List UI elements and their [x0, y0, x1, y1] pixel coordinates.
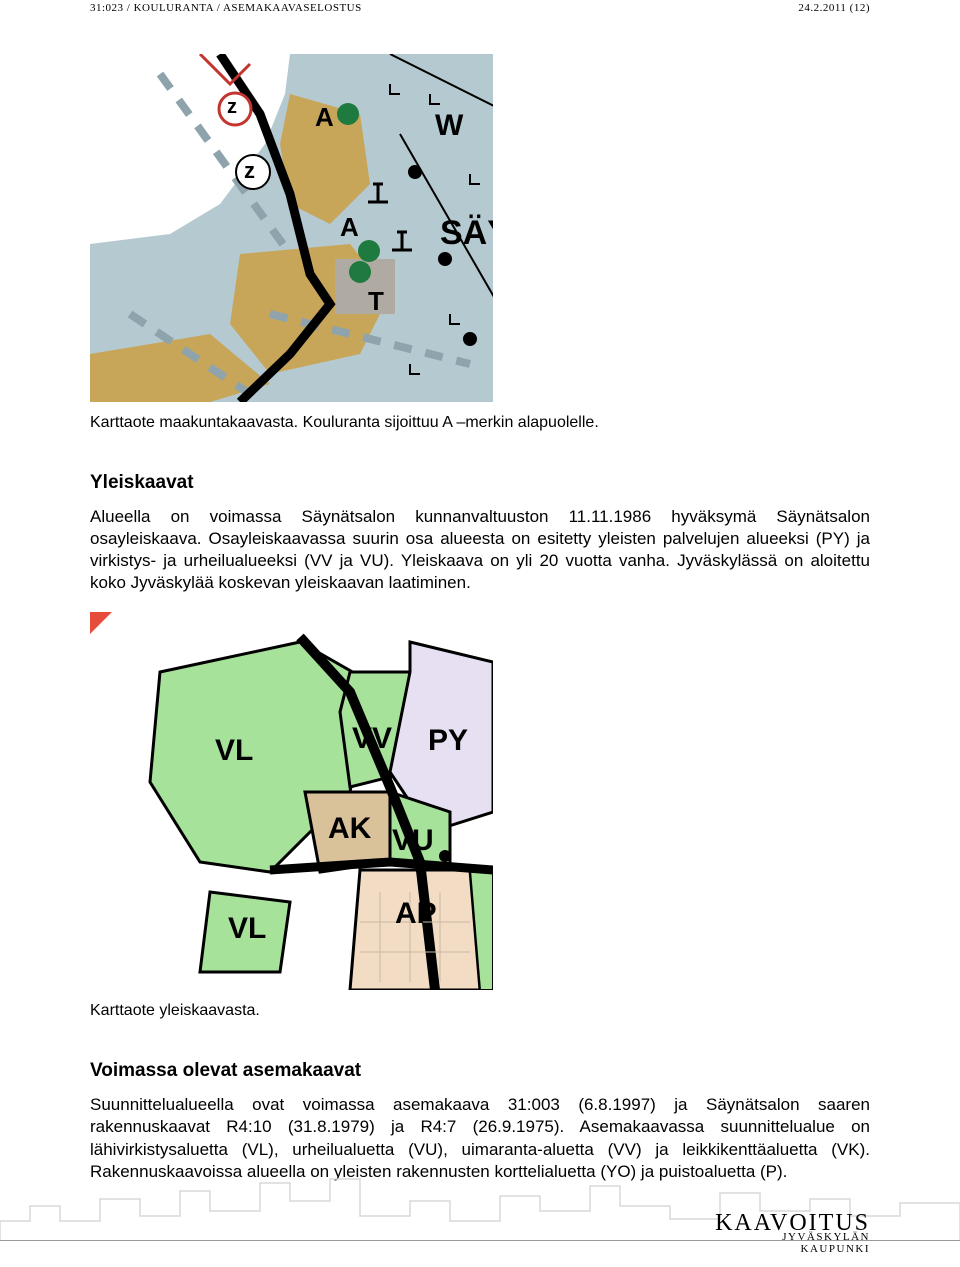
map2-caption: Karttaote yleiskaavasta. [90, 1002, 870, 1020]
page-header: 31:023 / KOULURANTA / ASEMAKAAVASELOSTUS… [90, 0, 870, 54]
map1-label-W: W [435, 109, 463, 143]
map-general-plan: VL VV PY AK VU AP VL [90, 612, 493, 990]
map1-caption: Karttaote maakuntakaavasta. Kouluranta s… [90, 414, 870, 432]
map1-label-T: T [368, 286, 384, 317]
map-regional-plan: A W z z A SÄY T [90, 54, 493, 402]
map2-label-VL1: VL [215, 734, 253, 768]
map1-label-SAY: SÄY [440, 214, 493, 253]
map2-label-VU: VU [392, 824, 434, 858]
section1-title: Yleiskaavat [90, 472, 870, 494]
map2-label-AK: AK [328, 812, 371, 846]
header-left: 31:023 / KOULURANTA / ASEMAKAAVASELOSTUS [90, 2, 362, 14]
map2-label-PY: PY [428, 724, 468, 758]
map2-label-AP: AP [395, 897, 437, 931]
page-footer: KAAVOITUS JYVÄSKYLÄN KAUPUNKI [0, 1157, 960, 1267]
section1-body: Alueella on voimassa Säynätsalon kunnanv… [90, 506, 870, 594]
map1-label-z2: z [227, 96, 237, 119]
map1-label-A2: A [340, 212, 359, 243]
header-right: 24.2.2011 (12) [798, 2, 870, 14]
map1-label-A1: A [315, 102, 334, 133]
map2-label-VL2: VL [228, 912, 266, 946]
page-content: 31:023 / KOULURANTA / ASEMAKAAVASELOSTUS… [0, 0, 960, 1183]
section2-title: Voimassa olevat asemakaavat [90, 1060, 870, 1082]
footer-brand: KAAVOITUS JYVÄSKYLÄN KAUPUNKI [715, 1210, 870, 1237]
footer-brand-small: JYVÄSKYLÄN KAUPUNKI [715, 1231, 870, 1255]
map2-label-VV: VV [352, 722, 392, 756]
map1-label-z1: z [244, 158, 255, 184]
